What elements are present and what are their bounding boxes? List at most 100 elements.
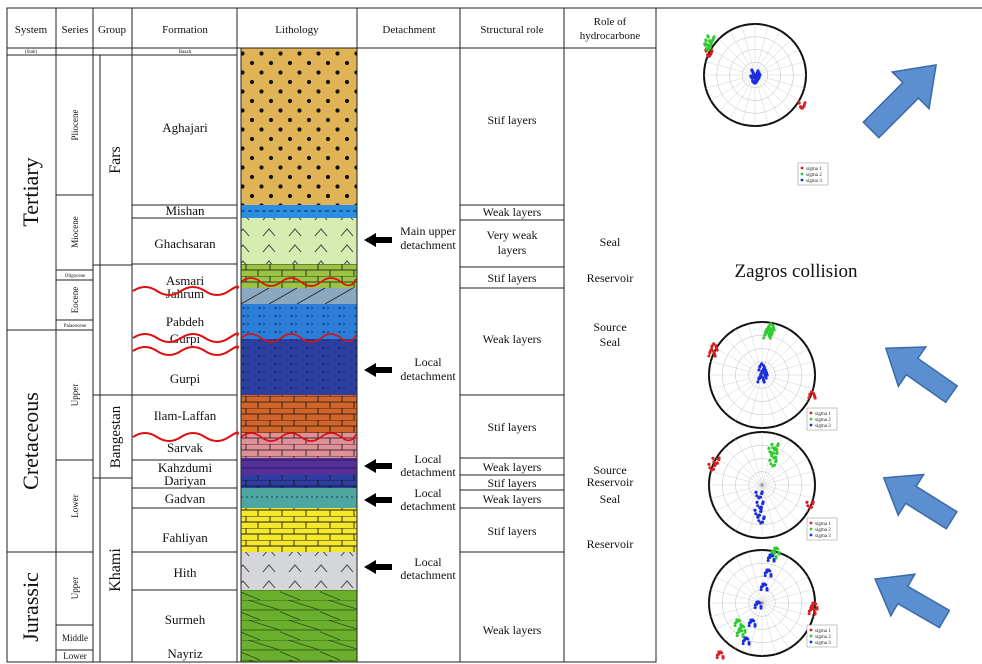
sigma3-point bbox=[758, 365, 762, 369]
sigma3-point bbox=[765, 587, 769, 591]
header-formation-sub: Basalt bbox=[179, 50, 192, 55]
hc-seal-gadvan: Seal bbox=[600, 492, 621, 506]
hc-seal-ghachsaran: Seal bbox=[600, 235, 621, 249]
sigma1-point bbox=[712, 350, 716, 354]
sigma1-point bbox=[811, 500, 815, 504]
sigma3-point bbox=[757, 368, 761, 372]
formation-pabdeh: Pabdeh bbox=[166, 314, 205, 329]
sigma3-point bbox=[754, 490, 758, 494]
sigma1-point bbox=[806, 504, 810, 508]
sigma1-point bbox=[710, 468, 714, 472]
sigma3-point bbox=[762, 364, 766, 368]
series-upper-jurassic: Upper bbox=[70, 577, 80, 600]
litho-unconformity-3 bbox=[240, 432, 357, 442]
sigma3-point bbox=[762, 380, 766, 384]
stereonet-legend bbox=[797, 162, 829, 186]
sigma3-point bbox=[756, 515, 760, 519]
sigma3-point bbox=[757, 71, 761, 75]
detachment-local4-line2: detachment bbox=[400, 568, 456, 582]
series-palaeocene: Palaeocene bbox=[64, 324, 87, 329]
collision-arrow-4 bbox=[874, 573, 951, 629]
header-lithology: Lithology bbox=[275, 24, 319, 36]
sigma1-point bbox=[814, 602, 818, 606]
sigma3-point bbox=[762, 515, 766, 519]
sigma2-point bbox=[704, 39, 708, 43]
series-miocene: Miocene bbox=[70, 216, 80, 248]
sigma1-point bbox=[813, 396, 817, 400]
sigma3-point bbox=[761, 500, 765, 504]
sigma3-point bbox=[750, 76, 754, 80]
sigma3-point bbox=[741, 642, 745, 646]
detachment-local1-line1: Local bbox=[414, 355, 442, 369]
sigma1-point bbox=[709, 348, 713, 352]
legend-swatch bbox=[800, 178, 804, 182]
sigma2-point bbox=[703, 43, 707, 47]
sigma2-point bbox=[742, 625, 746, 629]
sigma2-point bbox=[735, 620, 739, 624]
detachment-arrow-local-4 bbox=[364, 560, 392, 574]
formation-mishan: Mishan bbox=[166, 203, 206, 218]
litho-fahliyan-pattern bbox=[241, 508, 357, 552]
legend-label-1: sigma 1 bbox=[806, 167, 822, 172]
sigma3-point bbox=[765, 373, 769, 377]
group-khami: Khami bbox=[107, 548, 124, 592]
hc-reservoir-asmari: Reservoir bbox=[587, 271, 634, 285]
legend-label-3: sigma 3 bbox=[815, 641, 831, 646]
sigma2-point bbox=[771, 464, 775, 468]
legend-label-2: sigma 2 bbox=[815, 418, 831, 423]
system-jurassic: Jurassic bbox=[18, 572, 43, 642]
header-hc-role-line2: hydrocarbone bbox=[580, 30, 641, 42]
sigma3-point bbox=[755, 494, 759, 498]
legend-swatch bbox=[809, 533, 813, 537]
group-bangestan: Bangestan bbox=[108, 405, 124, 468]
header-structural-role: Structural role bbox=[480, 24, 543, 36]
sigma3-point bbox=[771, 554, 775, 558]
sigma2-point bbox=[768, 458, 772, 462]
sigma3-point bbox=[768, 569, 772, 573]
litho-hith-pattern bbox=[241, 552, 357, 590]
sigma1-point bbox=[807, 612, 811, 616]
sigma1-point bbox=[714, 462, 718, 466]
structural-veryweak-line2: layers bbox=[498, 243, 527, 257]
formation-gadvan: Gadvan bbox=[165, 491, 206, 506]
legend-label-1: sigma 1 bbox=[815, 412, 831, 417]
sigma3-point bbox=[757, 519, 761, 523]
sigma1-point bbox=[715, 348, 719, 352]
sigma2-point bbox=[738, 619, 742, 623]
sigma2-point bbox=[733, 624, 737, 628]
sigma1-point bbox=[706, 53, 710, 57]
litho-gurpi-pattern bbox=[241, 339, 357, 395]
detachment-column: Main upper detachment Local detachment L… bbox=[364, 224, 456, 582]
sigma3-point bbox=[759, 605, 763, 609]
sigma3-point bbox=[757, 377, 761, 381]
sigma1-point bbox=[797, 101, 801, 105]
system-tertiary: Tertiary bbox=[18, 157, 43, 226]
sigma3-point bbox=[757, 496, 761, 500]
series-middle-jurassic: Middle bbox=[62, 633, 88, 643]
sigma1-point bbox=[810, 390, 814, 394]
systems-column: Tertiary Cretaceous Jurassic bbox=[18, 157, 43, 641]
legend-label-1: sigma 1 bbox=[815, 629, 831, 634]
sigma2-point bbox=[774, 555, 778, 559]
sigma3-point bbox=[755, 500, 759, 504]
litho-surmeh-pattern bbox=[241, 590, 357, 662]
collision-arrow-3 bbox=[882, 473, 958, 530]
litho-kahzdumi-pattern bbox=[241, 458, 357, 475]
collision-arrow-2 bbox=[884, 346, 959, 404]
sigma2-point bbox=[768, 336, 772, 340]
table-grid bbox=[6, 7, 657, 663]
legend-swatch bbox=[809, 628, 813, 632]
formation-ghachsaran: Ghachsaran bbox=[154, 236, 216, 251]
sigma2-point bbox=[771, 324, 775, 328]
litho-frame bbox=[240, 47, 358, 663]
sigma1-point bbox=[811, 603, 815, 607]
structural-weak-mishan: Weak layers bbox=[483, 205, 542, 219]
sigma1-point bbox=[809, 607, 813, 611]
sigma1-point bbox=[808, 393, 812, 397]
sigma3-point bbox=[760, 490, 764, 494]
hc-source-pabdeh: Source bbox=[593, 320, 626, 334]
sigma2-point bbox=[772, 328, 776, 332]
sigma1-point bbox=[710, 49, 714, 53]
legend-swatch bbox=[809, 417, 813, 421]
